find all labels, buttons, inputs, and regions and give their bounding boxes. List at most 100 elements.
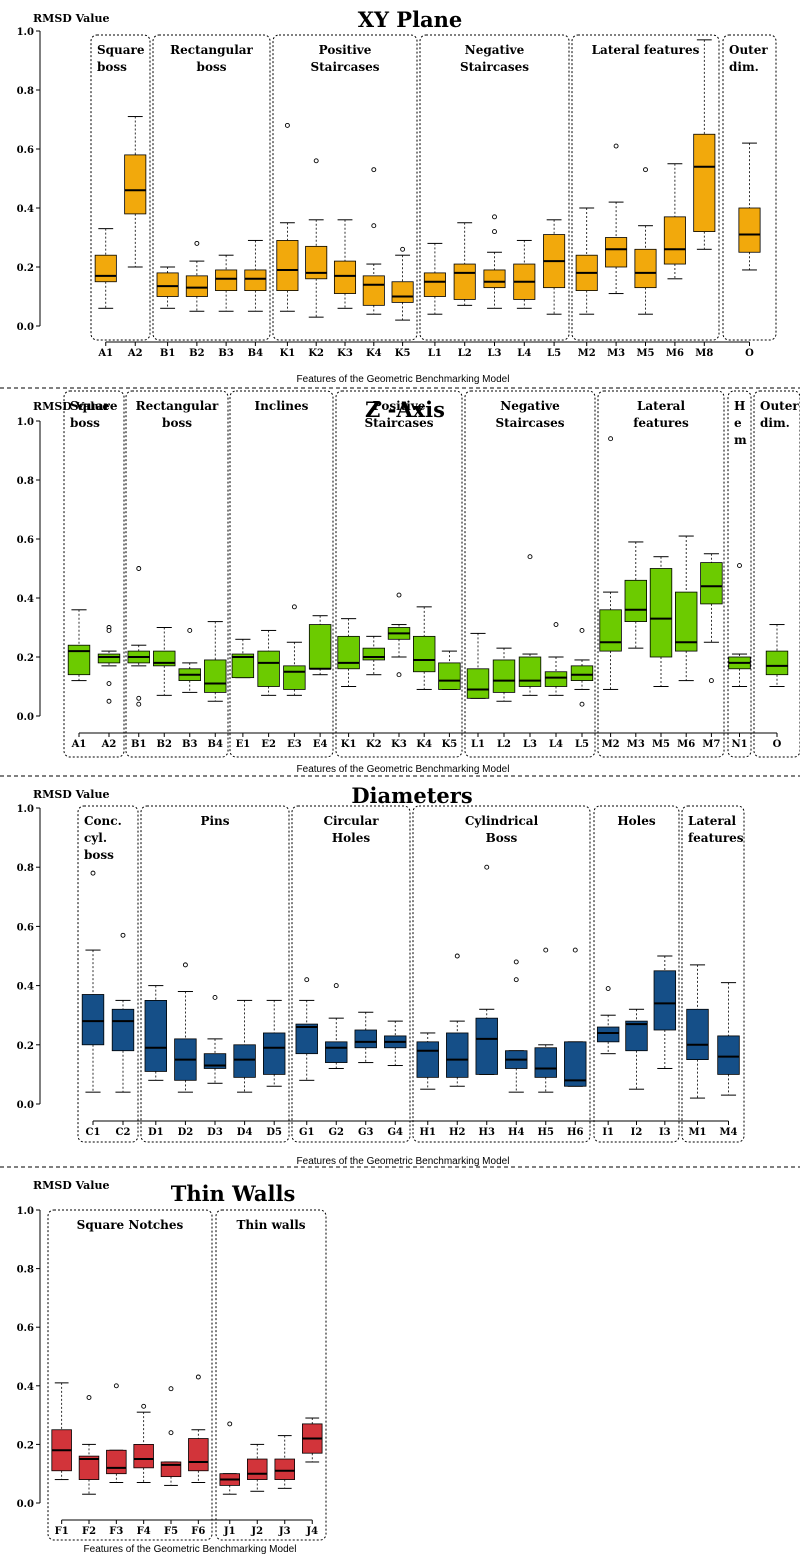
box-M5: M5 bbox=[649, 556, 673, 750]
group-label: Rectangular bbox=[170, 43, 253, 57]
group-box bbox=[593, 805, 680, 1143]
group-box bbox=[272, 34, 418, 341]
box-iqr bbox=[308, 624, 332, 670]
x-tick-label: M5 bbox=[636, 348, 654, 359]
box-G2: G2 bbox=[325, 983, 348, 1138]
x-tick-label: B1 bbox=[160, 348, 175, 359]
group-box bbox=[152, 34, 271, 341]
y-tick-label: 0.4 bbox=[17, 204, 34, 215]
group-box bbox=[215, 1209, 327, 1541]
box-B3: B3 bbox=[215, 254, 238, 359]
box-E2: E2 bbox=[257, 629, 280, 750]
chart-title: Diameters bbox=[351, 783, 472, 808]
box-F6: F6 bbox=[188, 1374, 209, 1537]
box-E4: E4 bbox=[308, 615, 332, 750]
outlier-point bbox=[304, 977, 310, 983]
box-iqr bbox=[78, 1455, 100, 1480]
group-label: Lateral bbox=[637, 399, 685, 413]
x-tick-label: C1 bbox=[86, 1127, 101, 1138]
box-L1: L1 bbox=[423, 242, 446, 359]
box-M8: M8 bbox=[693, 39, 716, 359]
x-tick-label: N1 bbox=[731, 739, 747, 750]
x-tick-label: A2 bbox=[127, 348, 143, 359]
x-tick-label: D5 bbox=[266, 1127, 282, 1138]
x-tick-label: L2 bbox=[458, 348, 472, 359]
outlier-point bbox=[543, 947, 549, 953]
x-tick-label: H3 bbox=[479, 1127, 495, 1138]
outlier-point bbox=[613, 143, 619, 149]
box-iqr bbox=[274, 1458, 295, 1480]
outlier-point bbox=[572, 947, 578, 953]
group-label: Staircases bbox=[364, 416, 433, 430]
box-iqr bbox=[564, 1041, 587, 1087]
box-iqr bbox=[244, 269, 267, 292]
x-tick-label: H6 bbox=[567, 1127, 583, 1138]
y-tick-label: 0.2 bbox=[17, 263, 34, 274]
group-label: Thin walls bbox=[236, 1218, 305, 1232]
box-iqr bbox=[305, 245, 328, 280]
outlier-point bbox=[113, 1383, 119, 1389]
x-tick-label: M8 bbox=[695, 348, 713, 359]
x-tick-label: E2 bbox=[261, 739, 276, 750]
x-tick-label: L1 bbox=[428, 348, 442, 359]
group-box bbox=[681, 805, 745, 1143]
group-label: Staircases bbox=[495, 416, 564, 430]
chart-title: XY Plane bbox=[358, 7, 463, 32]
box-iqr bbox=[453, 263, 476, 300]
group-label: features bbox=[633, 416, 689, 430]
chart-title: Thin Walls bbox=[171, 1181, 296, 1206]
outlier-point bbox=[484, 864, 490, 870]
x-axis-label: Features of the Geometric Benchmarking M… bbox=[84, 1544, 297, 1555]
box-iqr bbox=[686, 1008, 709, 1061]
box-iqr bbox=[262, 1032, 286, 1075]
outlier-point bbox=[608, 436, 614, 442]
y-axis-label: RMSD Value bbox=[33, 12, 109, 25]
group-label: Square Notches bbox=[77, 1218, 184, 1232]
x-tick-label: M1 bbox=[688, 1127, 706, 1138]
box-iqr bbox=[423, 272, 446, 297]
x-tick-label: D1 bbox=[148, 1127, 164, 1138]
x-tick-label: K2 bbox=[308, 348, 324, 359]
box-B4: B4 bbox=[204, 621, 227, 750]
x-tick-label: E1 bbox=[236, 739, 251, 750]
box-iqr bbox=[693, 133, 716, 232]
x-tick-label: K3 bbox=[391, 739, 407, 750]
box-M5: M5 bbox=[634, 167, 657, 359]
y-tick-label: 0.8 bbox=[17, 86, 34, 97]
group-box bbox=[140, 805, 290, 1143]
box-iqr bbox=[534, 1047, 557, 1078]
box-iqr bbox=[156, 272, 179, 297]
x-tick-label: G3 bbox=[358, 1127, 374, 1138]
group-label: boss bbox=[162, 416, 192, 430]
box-iqr bbox=[624, 579, 648, 622]
x-tick-label: A1 bbox=[97, 348, 113, 359]
group-label: Pins bbox=[200, 814, 229, 828]
group-box bbox=[419, 34, 570, 341]
box-iqr bbox=[124, 154, 147, 215]
outlier-point bbox=[136, 701, 142, 707]
box-iqr bbox=[605, 237, 628, 268]
box-iqr bbox=[362, 647, 386, 661]
box-G4: G4 bbox=[384, 1020, 407, 1138]
box-E3: E3 bbox=[283, 604, 306, 750]
group-label: Conc. bbox=[84, 814, 122, 828]
outlier-point bbox=[291, 604, 297, 610]
box-iqr bbox=[325, 1041, 348, 1063]
x-tick-label: B1 bbox=[131, 739, 146, 750]
group-box bbox=[63, 390, 125, 758]
box-iqr bbox=[185, 275, 208, 297]
x-tick-label: A2 bbox=[101, 739, 117, 750]
box-iqr bbox=[483, 269, 506, 289]
x-tick-label: F1 bbox=[55, 1526, 69, 1537]
box-iqr bbox=[204, 659, 227, 693]
box-B2: B2 bbox=[185, 240, 208, 359]
outlier-point bbox=[492, 229, 497, 235]
outlier-point bbox=[194, 240, 200, 246]
group-box bbox=[597, 390, 725, 758]
outlier-point bbox=[106, 698, 112, 704]
group-label: Cylindrical bbox=[465, 814, 539, 828]
x-tick-label: F3 bbox=[109, 1526, 123, 1537]
x-tick-label: E3 bbox=[287, 739, 302, 750]
box-K4: K4 bbox=[362, 167, 385, 359]
x-tick-label: I3 bbox=[659, 1127, 671, 1138]
